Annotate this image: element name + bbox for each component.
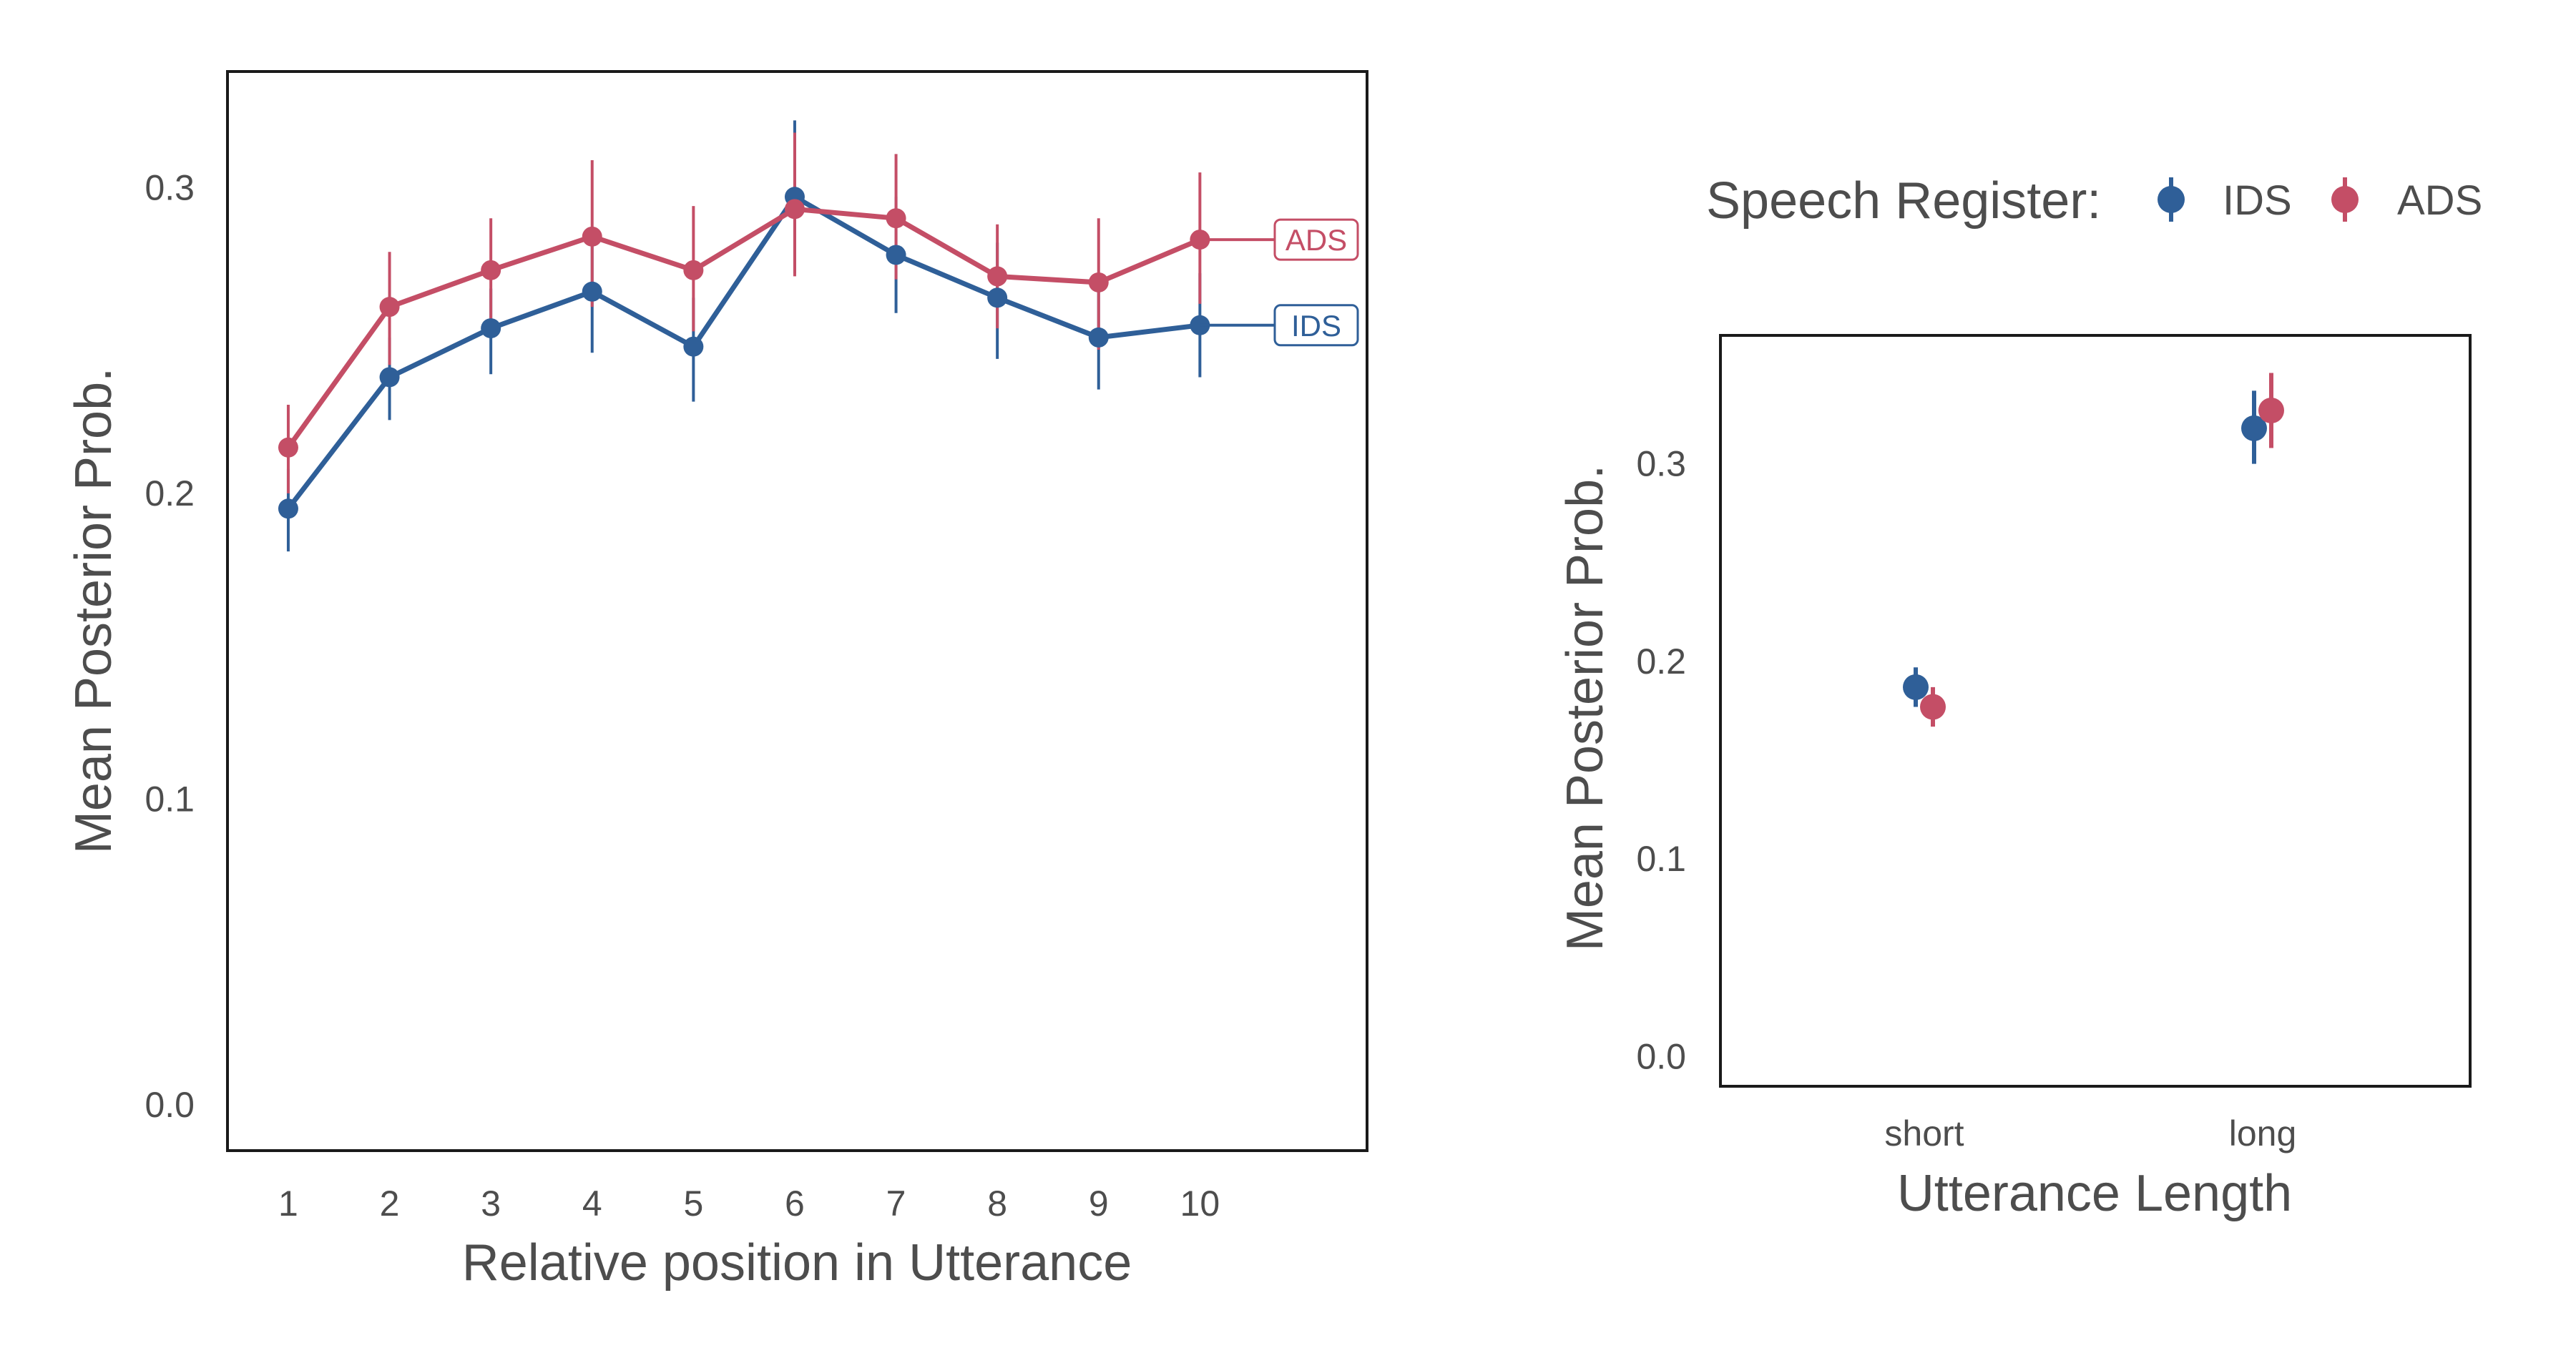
end-label-box-ads (1273, 218, 1359, 261)
right-x-axis-title: Utterance Length (1897, 1165, 2292, 1222)
right-x-tick-label: short (1884, 1113, 1964, 1153)
left-y-axis-title: Mean Posterior Prob. (65, 368, 122, 854)
data-point-ids (1903, 674, 1929, 700)
left-x-tick-label: 5 (683, 1184, 703, 1224)
right-y-tick-label: 0.2 (1636, 641, 1686, 682)
legend-title: Speech Register: (1706, 172, 2101, 230)
left-plot-frame (226, 70, 1368, 1152)
left-x-tick-label: 7 (886, 1184, 906, 1224)
series-line-ads (1096, 237, 1203, 285)
data-point-ids (987, 287, 1008, 308)
series-line-ads (387, 267, 494, 310)
left-y-tick-label: 0.0 (145, 1085, 195, 1125)
series-line-ids (285, 374, 393, 511)
left-y-tick-label: 0.1 (145, 779, 195, 819)
data-point-ids (683, 336, 704, 357)
right-y-tick-label: 0.3 (1636, 444, 1686, 484)
series-line-ads (994, 273, 1102, 285)
data-point-ads (1088, 272, 1109, 292)
series-line-ads (589, 234, 696, 273)
series-line-ads (792, 206, 899, 221)
data-point-ids (582, 281, 602, 302)
end-label-ids: IDS (1291, 309, 1341, 343)
right-x-tick-label: long (2229, 1113, 2297, 1153)
right-y-tick-label: 0.1 (1636, 839, 1686, 879)
series-line-ids (589, 289, 696, 350)
data-point-ids (379, 367, 400, 388)
series-line-ads (488, 234, 595, 273)
left-x-axis-title: Relative position in Utterance (462, 1234, 1132, 1292)
legend-ids-marker (2158, 186, 2185, 213)
series-line-ads (690, 206, 798, 273)
left-x-tick-label: 9 (1089, 1184, 1109, 1224)
right-y-axis-title: Mean Posterior Prob. (1557, 465, 1614, 951)
right-plot-frame (1719, 334, 2472, 1088)
left-x-tick-label: 1 (278, 1184, 298, 1224)
data-point-ids (886, 245, 906, 265)
series-line-ids (387, 325, 494, 380)
series-line-ids (488, 289, 595, 331)
legend-item-ids: IDS (2158, 177, 2292, 224)
data-point-ads (683, 260, 704, 280)
legend: Speech Register: IDS ADS (1706, 172, 2482, 230)
left-x-tick-label: 10 (1180, 1184, 1220, 1224)
end-label-box-ids (1273, 304, 1359, 347)
data-point-ads (582, 226, 602, 247)
series-line-ads (893, 215, 1000, 279)
right-chart-panel: 0.0 0.1 0.2 0.3 short long Mean Posterior Pr… (1557, 334, 2472, 1222)
left-x-tick-label: 4 (582, 1184, 602, 1224)
left-x-tick-label: 6 (785, 1184, 805, 1224)
legend-ids-label: IDS (2223, 177, 2292, 224)
data-point-ids (1088, 327, 1109, 348)
data-point-ads (1920, 694, 1946, 720)
left-y-tick-label: 0.2 (145, 473, 195, 513)
series-line-ids (792, 194, 899, 257)
left-x-tick-label: 8 (987, 1184, 1007, 1224)
data-point-ads (987, 266, 1008, 287)
data-point-ids (481, 318, 501, 339)
legend-item-ads: ADS (2331, 177, 2482, 224)
series-line-ids (893, 252, 1000, 300)
left-chart-panel: 0.0 0.1 0.2 0.3 1 2 3 4 5 6 7 8 9 10 ADS IDS Mean Pos… (65, 70, 1368, 1292)
data-point-ads (784, 199, 805, 220)
legend-ads-marker (2331, 186, 2359, 213)
left-x-tick-label: 2 (380, 1184, 400, 1224)
end-label-ads: ADS (1285, 223, 1347, 257)
series-line-ads (285, 304, 393, 451)
series-line-ids (994, 295, 1102, 340)
data-point-ids (278, 498, 298, 519)
data-point-ads (379, 297, 400, 318)
data-point-ads (481, 260, 501, 280)
legend-ads-label: ADS (2397, 177, 2482, 224)
left-y-tick-label: 0.3 (145, 167, 195, 207)
left-x-tick-label: 3 (481, 1184, 501, 1224)
data-point-ads (2258, 398, 2284, 423)
data-point-ads (886, 208, 906, 229)
series-line-ids (1096, 323, 1203, 340)
right-y-tick-label: 0.0 (1636, 1037, 1686, 1077)
data-point-ids (2241, 415, 2267, 441)
data-point-ads (278, 437, 298, 458)
